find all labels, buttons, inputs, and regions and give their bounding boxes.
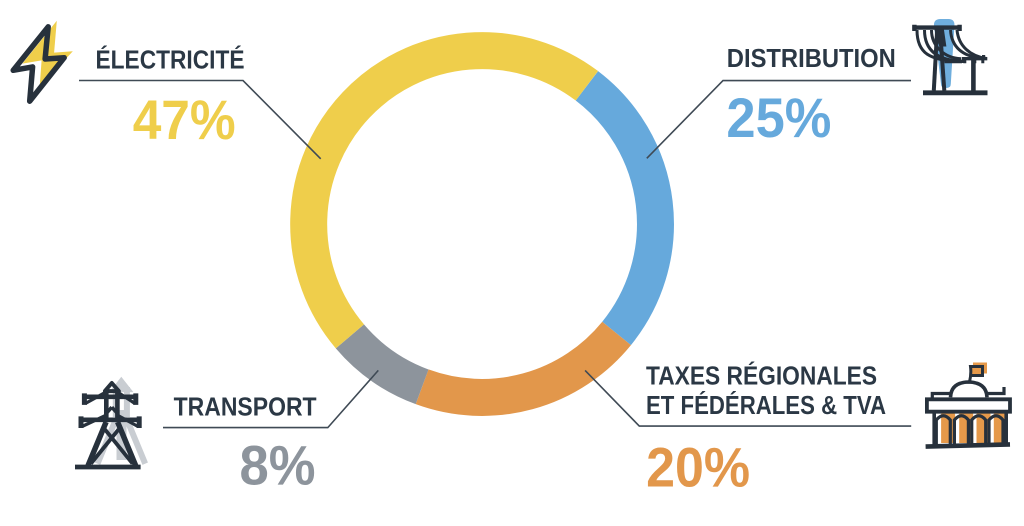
svg-text:8%: 8% [240, 434, 316, 497]
svg-text:DISTRIBUTION: DISTRIBUTION [727, 43, 896, 73]
svg-text:TAXES RÉGIONALES: TAXES RÉGIONALES [646, 360, 877, 390]
svg-text:47%: 47% [133, 88, 236, 151]
svg-text:25%: 25% [726, 86, 831, 149]
svg-text:ET FÉDÉRALES & TVA: ET FÉDÉRALES & TVA [646, 390, 886, 420]
svg-text:TRANSPORT: TRANSPORT [174, 392, 317, 422]
svg-text:ÉLECTRICITÉ: ÉLECTRICITÉ [96, 45, 245, 75]
svg-text:20%: 20% [646, 435, 750, 498]
